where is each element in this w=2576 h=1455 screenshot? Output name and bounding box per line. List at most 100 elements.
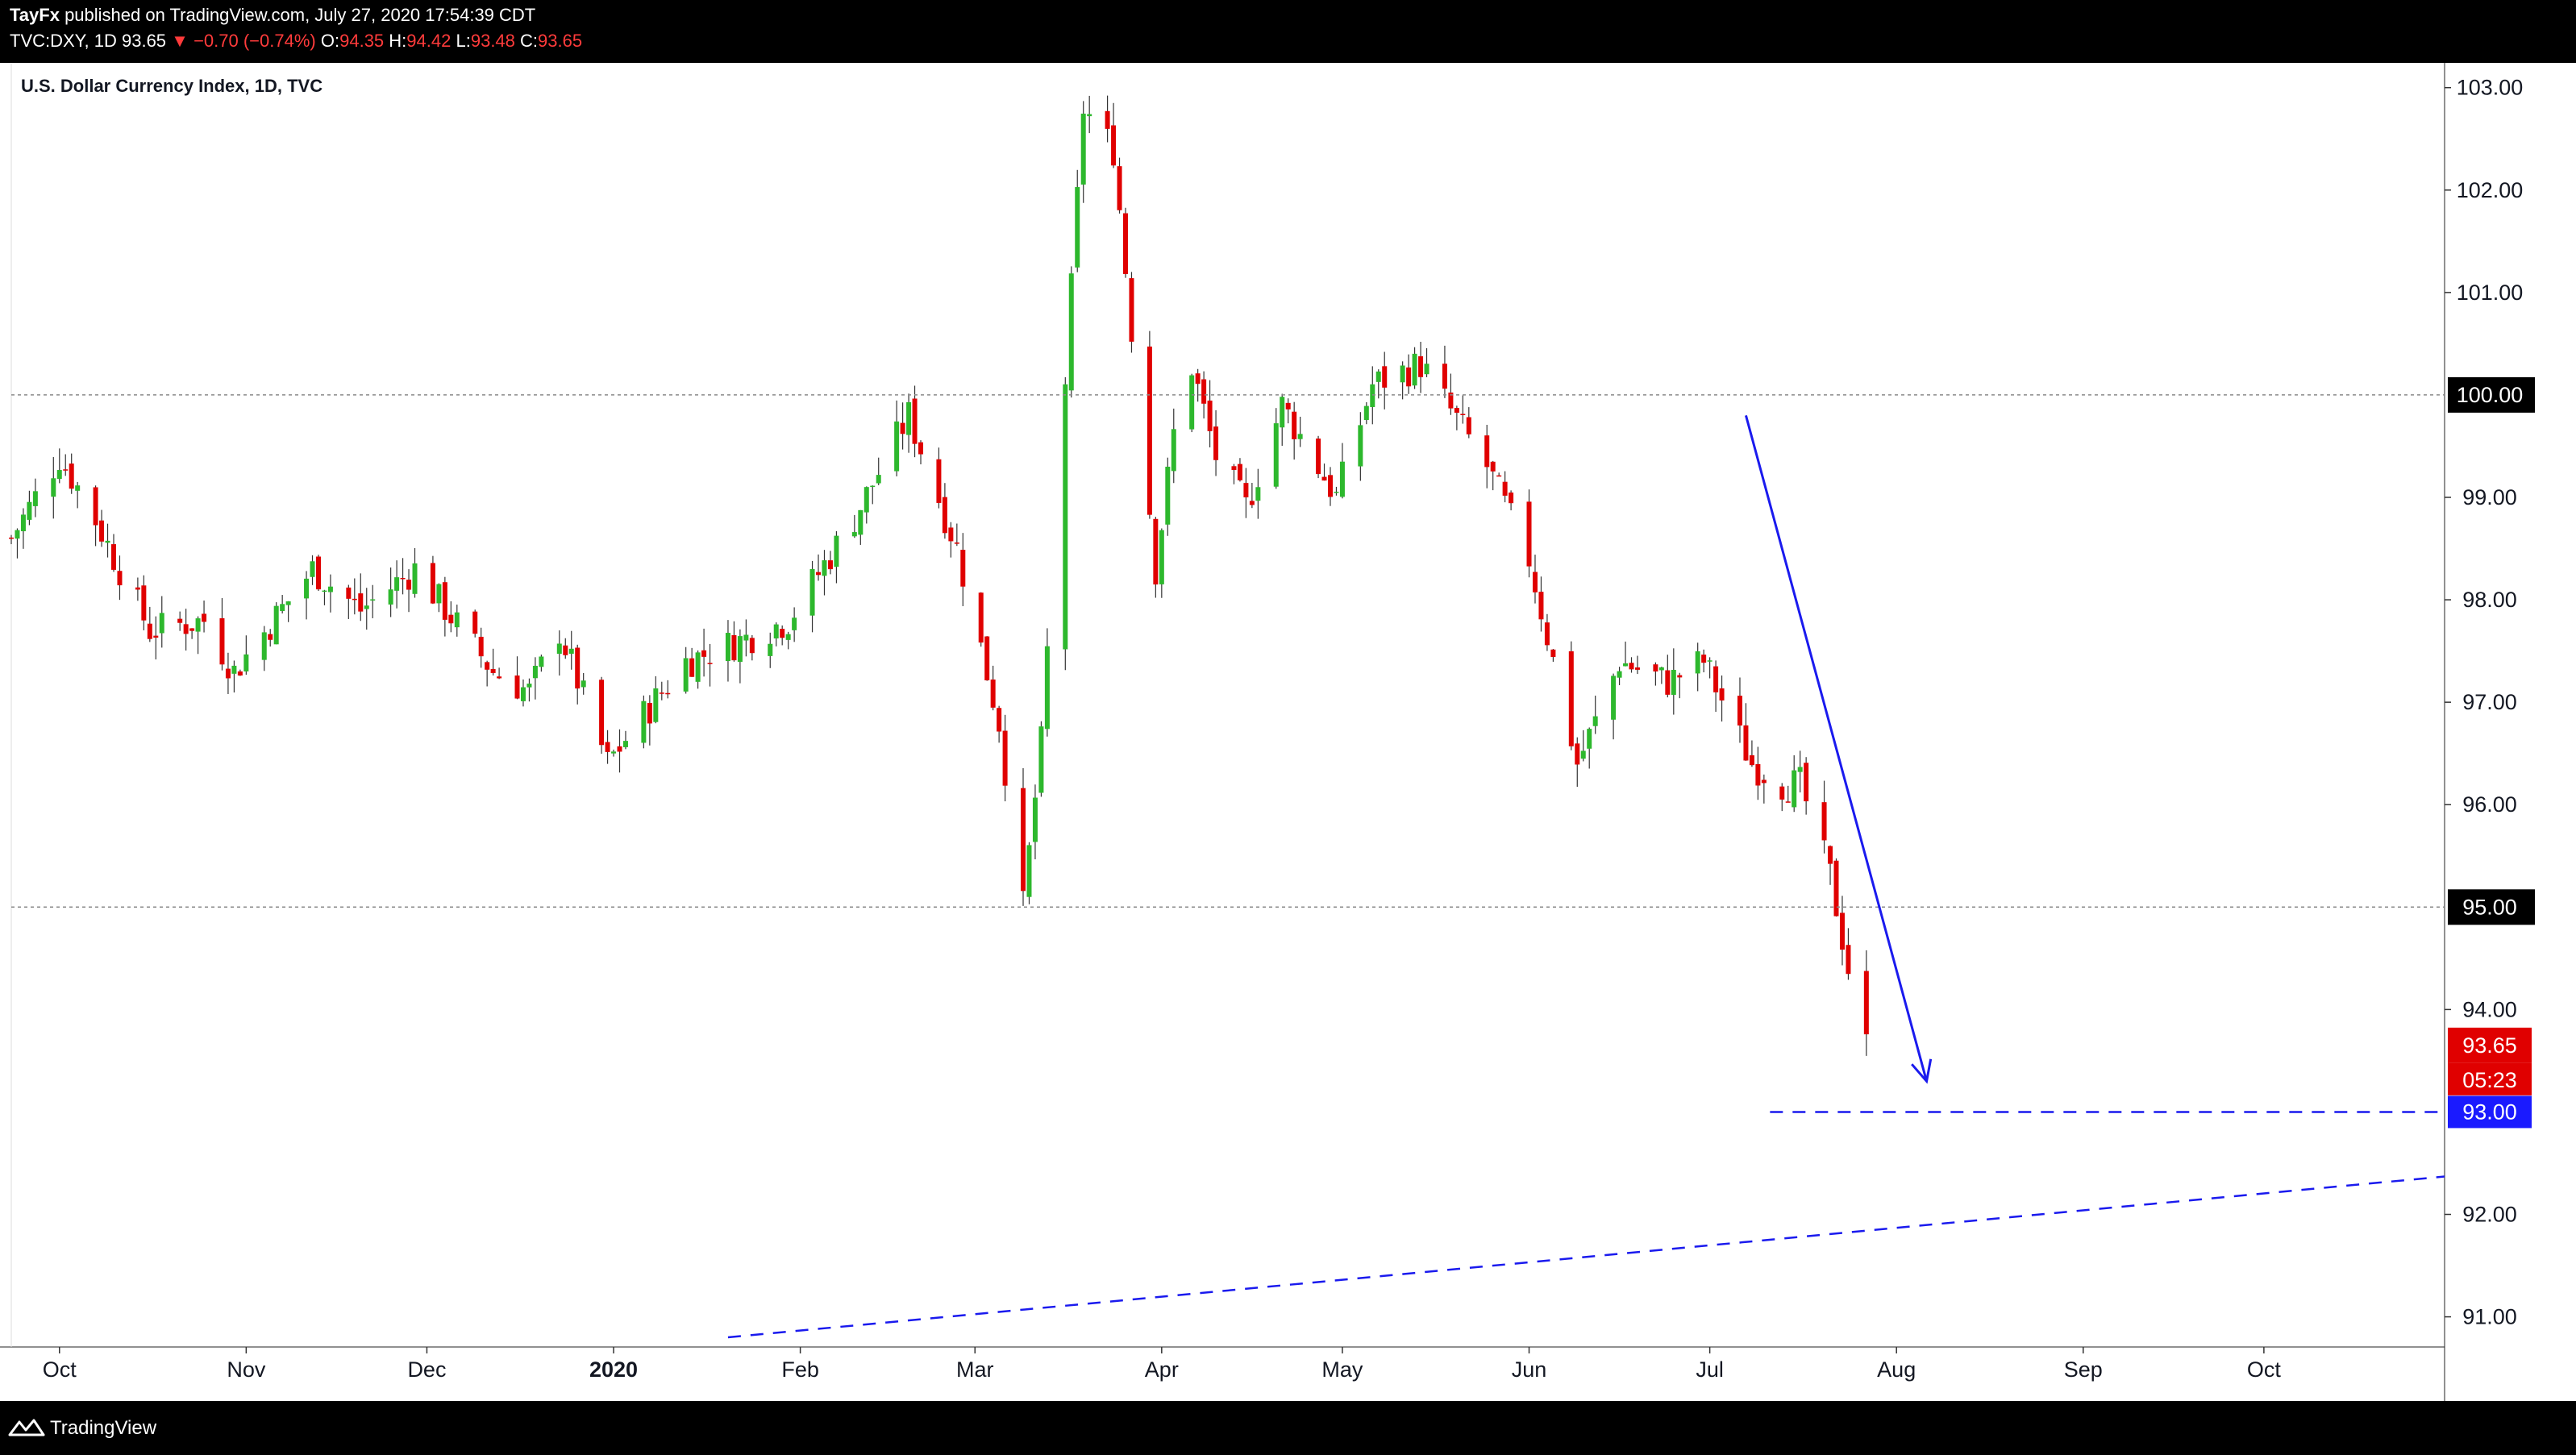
candle <box>141 575 147 630</box>
x-tick-label: Oct <box>2247 1357 2282 1382</box>
candle <box>352 578 357 615</box>
candle <box>310 555 315 585</box>
candle-body <box>599 680 605 746</box>
candle-body <box>1538 592 1544 620</box>
candle <box>1080 101 1086 203</box>
candle-body <box>20 514 26 532</box>
candle <box>1653 662 1658 686</box>
candle-body <box>816 572 822 576</box>
y-tick-label: 97.00 <box>2462 690 2517 714</box>
candle-body <box>647 703 652 724</box>
y-tick-label: 101.00 <box>2457 281 2524 305</box>
candle <box>1334 486 1339 496</box>
candle-body <box>1321 476 1327 481</box>
candle-body <box>1671 669 1676 695</box>
y-tick-label: 99.00 <box>2462 485 2517 509</box>
price-chart[interactable]: 100.00 95.00 93.00 93.65 05:23 103.00 102.00 10… <box>0 63 2576 1401</box>
candle-body <box>442 582 447 620</box>
candle <box>1297 417 1303 447</box>
candle <box>1658 667 1664 684</box>
candle <box>1797 750 1803 793</box>
candle <box>400 558 406 595</box>
candle <box>1677 672 1683 699</box>
candle <box>99 509 105 547</box>
candle-body <box>1550 649 1556 658</box>
candle-body <box>189 628 195 631</box>
x-tick-label: Aug <box>1877 1357 1916 1382</box>
candle <box>322 589 327 605</box>
candle-body <box>1418 355 1424 377</box>
candle-body <box>1587 729 1592 749</box>
candle <box>346 584 352 619</box>
candle <box>834 530 839 584</box>
level-label: 93.00 <box>2462 1100 2517 1124</box>
candle <box>792 607 797 642</box>
publisher-name[interactable]: TayFx <box>10 5 60 25</box>
candle <box>63 454 69 476</box>
candle-body <box>99 520 105 542</box>
candle-body <box>1785 801 1791 803</box>
candle-body <box>75 485 81 491</box>
candle <box>105 523 110 558</box>
candle <box>1123 207 1129 278</box>
candle-body <box>514 676 520 699</box>
candle-body <box>1068 273 1074 391</box>
footer-bar: TradingView <box>0 1401 2576 1455</box>
candle-body <box>870 485 876 488</box>
candle-body <box>1165 466 1171 525</box>
annotations <box>11 394 2445 1339</box>
candle-body <box>1544 622 1550 646</box>
candle-body <box>327 586 333 592</box>
candle <box>737 629 743 684</box>
open-label: O: <box>320 31 340 51</box>
candle <box>900 402 905 450</box>
candle <box>364 588 369 630</box>
candle <box>575 644 581 705</box>
candle-body <box>1147 346 1152 515</box>
candle-body <box>792 617 797 630</box>
candle <box>1828 845 1833 885</box>
candle-body <box>1075 187 1080 268</box>
candle-body <box>563 645 568 655</box>
candle <box>725 620 730 682</box>
candle <box>1021 767 1026 906</box>
candle-body <box>1087 114 1092 117</box>
candle-body <box>1634 667 1640 670</box>
candle <box>539 655 544 672</box>
candle-body <box>436 584 442 604</box>
candle <box>809 560 815 633</box>
candle <box>1466 407 1471 439</box>
tradingview-logo-icon[interactable] <box>8 1416 45 1438</box>
candle-body <box>990 679 996 708</box>
chart-title: U.S. Dollar Currency Index, 1D, TVC <box>21 76 323 96</box>
candle-body <box>27 501 32 520</box>
candle-body <box>1129 278 1134 342</box>
candle-body <box>1737 696 1742 726</box>
candle-body <box>285 601 291 605</box>
candle <box>225 652 231 694</box>
candle <box>1321 464 1327 481</box>
last-price-label: 93.65 <box>2462 1033 2517 1058</box>
candle <box>1719 675 1725 722</box>
candle <box>237 669 243 676</box>
candle <box>117 555 123 601</box>
price-label-box <box>2448 1027 2532 1063</box>
candle-body <box>1273 423 1279 487</box>
candle <box>1665 655 1671 698</box>
candle-body <box>1370 384 1375 407</box>
x-tick-label: Nov <box>227 1357 266 1382</box>
candle-body <box>1026 845 1032 897</box>
candle <box>1237 458 1242 482</box>
candle <box>1105 95 1110 143</box>
candle-body <box>1509 493 1514 504</box>
candle <box>304 571 310 620</box>
candle-body <box>9 537 14 539</box>
candle-body <box>936 459 942 503</box>
candle <box>526 678 532 702</box>
candle-body <box>1695 651 1700 674</box>
candle <box>1629 657 1634 673</box>
candle <box>15 528 20 559</box>
candle <box>659 681 664 700</box>
tradingview-brand[interactable]: TradingView <box>50 1417 157 1439</box>
candle-body <box>1792 770 1797 808</box>
